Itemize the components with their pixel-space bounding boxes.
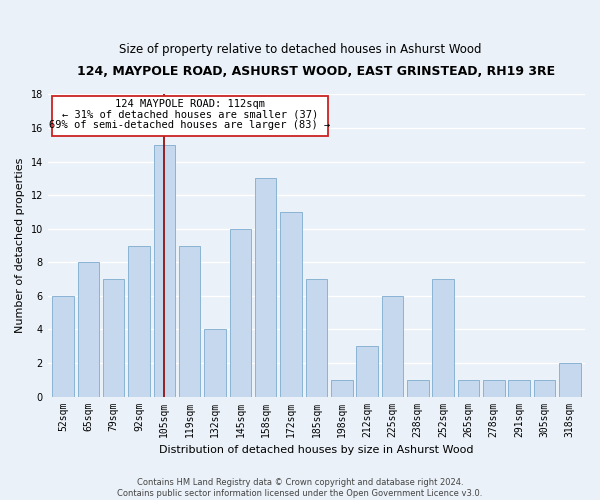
Bar — [154, 145, 175, 397]
Bar — [508, 380, 530, 396]
Bar — [305, 279, 327, 396]
Text: Size of property relative to detached houses in Ashurst Wood: Size of property relative to detached ho… — [119, 42, 481, 56]
Bar — [407, 380, 428, 396]
Text: 124 MAYPOLE ROAD: 112sqm: 124 MAYPOLE ROAD: 112sqm — [115, 98, 265, 108]
FancyBboxPatch shape — [52, 96, 328, 136]
Bar — [533, 380, 555, 396]
Bar — [382, 296, 403, 396]
Bar — [230, 228, 251, 396]
Bar — [52, 296, 74, 396]
Bar — [433, 279, 454, 396]
X-axis label: Distribution of detached houses by size in Ashurst Wood: Distribution of detached houses by size … — [159, 445, 473, 455]
Bar — [356, 346, 378, 397]
Y-axis label: Number of detached properties: Number of detached properties — [15, 158, 25, 333]
Bar — [77, 262, 99, 396]
Bar — [179, 246, 200, 396]
Bar — [559, 363, 581, 396]
Bar — [255, 178, 277, 396]
Text: ← 31% of detached houses are smaller (37): ← 31% of detached houses are smaller (37… — [62, 110, 318, 120]
Title: 124, MAYPOLE ROAD, ASHURST WOOD, EAST GRINSTEAD, RH19 3RE: 124, MAYPOLE ROAD, ASHURST WOOD, EAST GR… — [77, 65, 556, 78]
Bar — [458, 380, 479, 396]
Bar — [483, 380, 505, 396]
Bar — [331, 380, 353, 396]
Text: 69% of semi-detached houses are larger (83) →: 69% of semi-detached houses are larger (… — [49, 120, 331, 130]
Bar — [204, 330, 226, 396]
Text: Contains HM Land Registry data © Crown copyright and database right 2024.
Contai: Contains HM Land Registry data © Crown c… — [118, 478, 482, 498]
Bar — [128, 246, 150, 396]
Bar — [103, 279, 124, 396]
Bar — [280, 212, 302, 396]
